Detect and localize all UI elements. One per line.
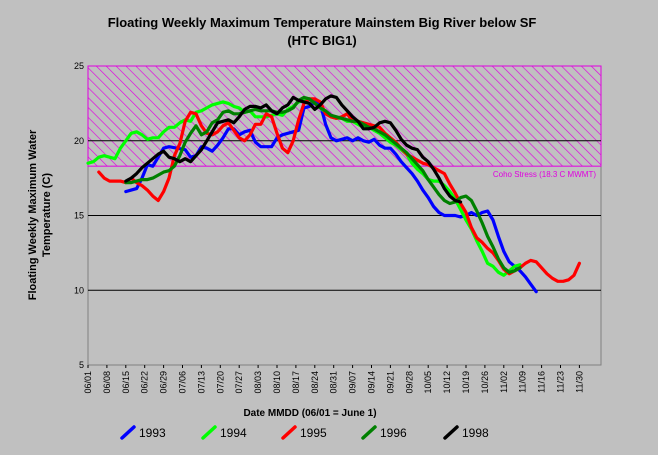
legend: 1993 1994 1995 1996 1998 <box>120 425 489 440</box>
x-tick-label: 09/28 <box>404 371 414 394</box>
y-axis-label-line1: Floating Weekly Maximum Water <box>27 129 39 300</box>
x-axis-label: Date MMDD (06/01 = June 1) <box>243 408 376 419</box>
y-tick-label: 10 <box>74 285 84 295</box>
x-axis-ticks: 06/01 06/08 06/15 06/22 06/29 07/06 07/13 07/20… <box>83 365 584 394</box>
legend-swatch-1995 <box>281 425 297 440</box>
x-tick-label: 08/10 <box>272 371 282 394</box>
x-tick-label: 06/22 <box>140 371 150 394</box>
x-tick-label: 09/14 <box>367 371 377 394</box>
legend-label-1993: 1993 <box>139 426 166 440</box>
x-tick-label: 09/21 <box>385 371 395 394</box>
x-tick-label: 11/09 <box>518 371 528 393</box>
x-tick-label: 06/08 <box>102 371 112 394</box>
x-tick-label: 10/19 <box>461 371 471 394</box>
x-tick-label: 10/12 <box>442 371 452 394</box>
x-tick-label: 06/15 <box>121 371 131 394</box>
coho-stress-band: Coho Stress (18.3 C MWMT) <box>87 65 602 179</box>
chart-subtitle: (HTC BIG1) <box>287 33 356 48</box>
legend-label-1996: 1996 <box>380 426 407 440</box>
y-tick-label: 5 <box>79 360 84 370</box>
x-tick-label: 07/20 <box>215 371 225 394</box>
x-tick-label: 06/01 <box>83 371 93 394</box>
reference-lines <box>88 140 601 291</box>
legend-label-1994: 1994 <box>220 426 247 440</box>
x-tick-label: 10/26 <box>480 371 490 394</box>
legend-swatch-1993 <box>120 425 136 440</box>
y-tick-label: 15 <box>74 211 84 221</box>
y-axis-label-line2: Temperature (C) <box>41 173 53 257</box>
x-tick-label: 11/23 <box>556 371 566 393</box>
series-line-1996 <box>124 95 522 274</box>
x-tick-label: 07/13 <box>196 371 206 394</box>
x-tick-label: 08/24 <box>310 371 320 394</box>
series-line-1998 <box>124 94 463 204</box>
y-axis-label: Floating Weekly Maximum Water Temperatur… <box>27 129 53 300</box>
x-tick-label: 08/03 <box>253 371 263 394</box>
legend-label-1998: 1998 <box>462 426 489 440</box>
stress-band-label: Coho Stress (18.3 C MWMT) <box>493 170 596 179</box>
y-axis-ticks: 5 10 15 20 25 <box>74 61 84 370</box>
legend-swatch-1998 <box>443 425 459 440</box>
x-tick-label: 08/31 <box>329 371 339 394</box>
legend-swatch-1994 <box>201 425 217 440</box>
y-tick-label: 20 <box>74 136 84 146</box>
x-tick-label: 11/02 <box>499 371 509 393</box>
legend-label-1995: 1995 <box>300 426 327 440</box>
x-tick-label: 11/30 <box>574 371 584 393</box>
x-tick-label: 06/29 <box>159 371 169 394</box>
x-tick-label: 08/17 <box>291 371 301 394</box>
x-tick-label: 07/27 <box>234 371 244 394</box>
x-tick-label: 11/16 <box>537 371 547 393</box>
legend-swatch-1996 <box>361 425 377 440</box>
x-tick-label: 10/05 <box>423 371 433 394</box>
y-tick-label: 25 <box>74 61 84 71</box>
x-tick-label: 09/07 <box>348 371 358 394</box>
series-lines <box>86 94 582 294</box>
chart-title: Floating Weekly Maximum Temperature Main… <box>108 15 537 30</box>
x-tick-label: 07/06 <box>178 371 188 394</box>
